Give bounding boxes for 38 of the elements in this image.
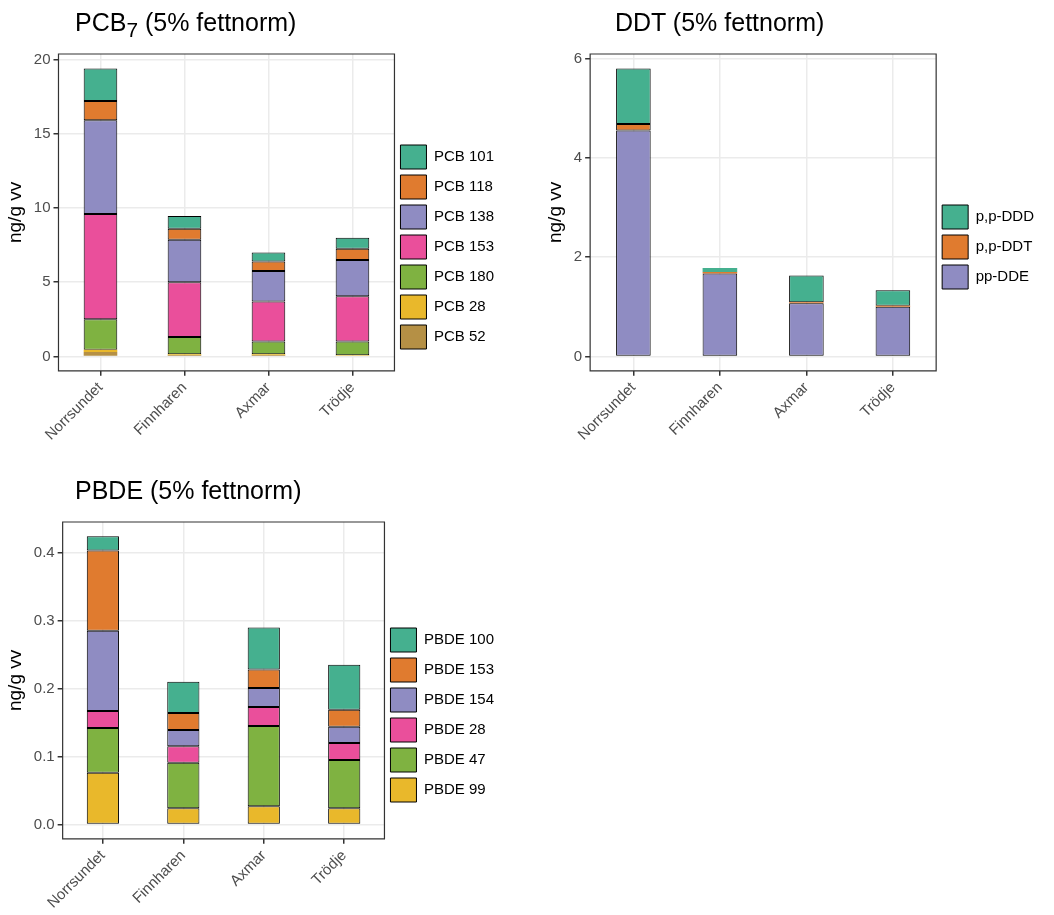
- chart-title: PCB$_{7}$ (5% fettnorm): [75, 8, 297, 42]
- legend-label: PBDE 28: [423, 720, 486, 738]
- y-tick-label: 2: [573, 247, 583, 265]
- y-tick-label: 0.3: [33, 610, 55, 628]
- y-axis-title: ng/g vv: [3, 181, 25, 244]
- chart-title: DDT (5% fettnorm): [615, 8, 825, 37]
- legend-label: PCB 28: [433, 297, 486, 315]
- y-tick-label: 10: [33, 198, 51, 216]
- y-tick-label: 0: [573, 346, 583, 364]
- bar: [83, 351, 118, 356]
- y-tick-label: 6: [573, 48, 583, 66]
- legend-label: PCB 118: [433, 177, 493, 195]
- y-axis-title: ng/g vv: [543, 181, 565, 244]
- legend-label: PCB 52: [433, 327, 486, 345]
- y-tick-label: 0.2: [33, 678, 55, 696]
- legend-label: PBDE 47: [423, 750, 486, 768]
- legend-label: PCB 138: [433, 207, 495, 225]
- legend-label: p,p-DDD: [975, 207, 1035, 225]
- legend-label: PBDE 99: [423, 780, 486, 798]
- legend-label: PBDE 100: [423, 630, 495, 648]
- legend-label: p,p-DDT: [975, 237, 1033, 255]
- legend-label: PCB 180: [433, 267, 495, 285]
- y-tick-label: 5: [42, 272, 51, 290]
- y-tick-label: 20: [33, 49, 51, 67]
- y-tick-label: 0.1: [33, 746, 55, 764]
- chart-title: PBDE (5% fettnorm): [75, 476, 302, 505]
- legend-label: PBDE 153: [423, 660, 495, 678]
- y-tick-label: 0.4: [33, 542, 55, 560]
- y-tick-label: 4: [573, 147, 583, 165]
- legend-label: PBDE 154: [423, 690, 495, 708]
- bar: [702, 268, 738, 272]
- y-tick-label: 0: [42, 346, 51, 364]
- y-tick-label: 0.0: [33, 814, 55, 832]
- legend-label: pp-DDE: [975, 267, 1030, 285]
- y-axis-title: ng/g vv: [3, 649, 25, 712]
- legend-label: PCB 101: [433, 147, 495, 165]
- y-tick-label: 15: [33, 123, 51, 141]
- legend-label: PCB 153: [433, 237, 495, 255]
